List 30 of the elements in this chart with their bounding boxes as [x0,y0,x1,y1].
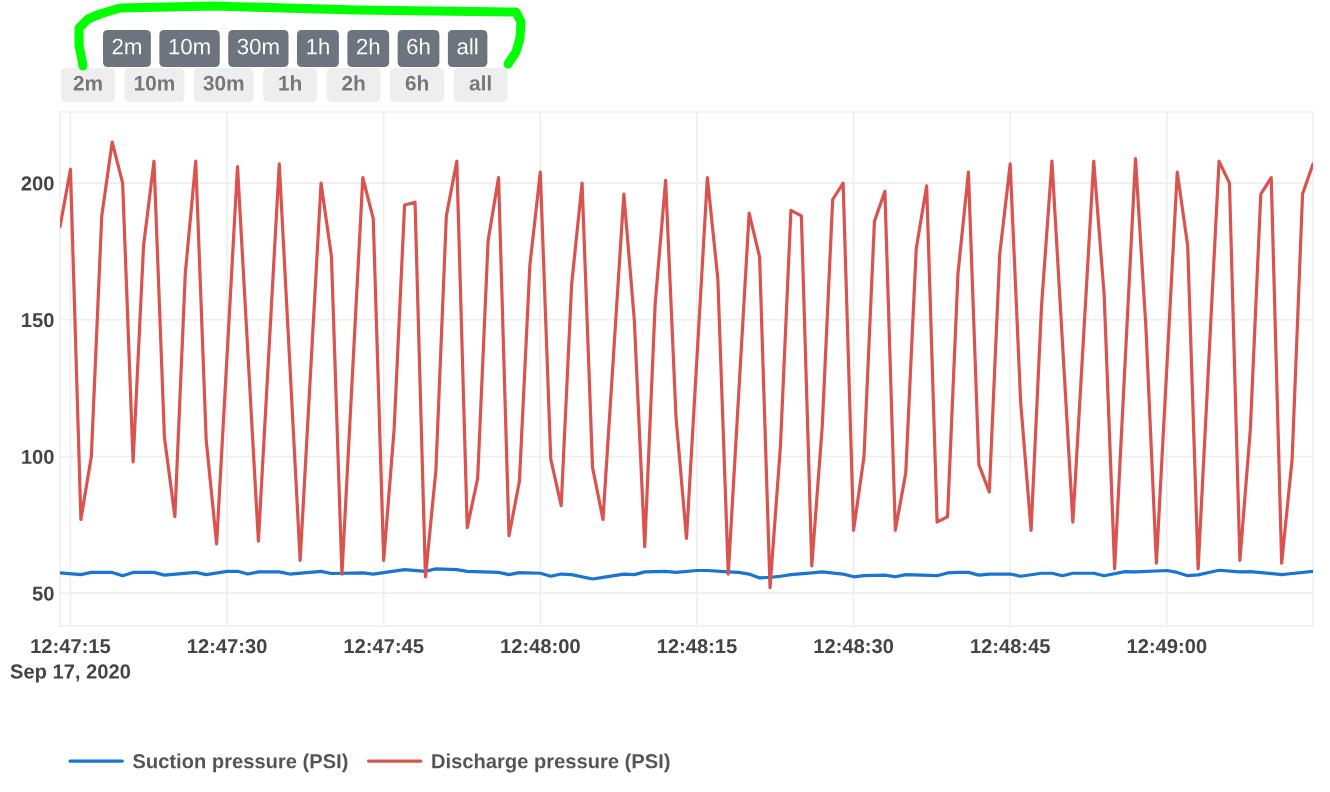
text: 1h [307,38,329,55]
x-tick-label: 12:47:45 [344,639,424,654]
legend-label: Discharge pressure (PSI) [432,753,670,773]
text: 30m [237,38,279,55]
legend-label: Suction pressure (PSI) [133,753,348,773]
text: all [457,38,478,55]
text: all [469,75,491,91]
x-tick-label: 12:48:30 [814,639,894,654]
text: 2h [357,38,380,55]
x-tick-label: 12:47:15 Sep 17, 2020 [10,639,131,683]
text: 30m [203,75,244,91]
text: 6h [407,38,430,55]
text: 6h [405,75,428,91]
text: 2h [342,75,365,91]
line-series [60,140,1313,590]
y-tick-label: 50 [32,586,54,601]
text: 2m [73,75,102,91]
x-tick-label: 12:48:00 [501,639,580,654]
text: 1h [279,75,301,91]
y-tick-label: 200 [21,176,54,191]
text: 10m [169,38,210,55]
x-tick-label: 12:49:00 [1127,639,1207,654]
x-tick-label: 12:47:30 [188,639,267,654]
line-series [60,567,1313,581]
y-tick-label: 150 [22,313,54,328]
text: 10m [134,75,174,91]
text: 2m [112,38,141,55]
y-tick-label: 100 [22,449,54,464]
x-tick-label: 12:48:45 [971,639,1050,654]
x-tick-label: 12:48:15 [657,639,737,654]
